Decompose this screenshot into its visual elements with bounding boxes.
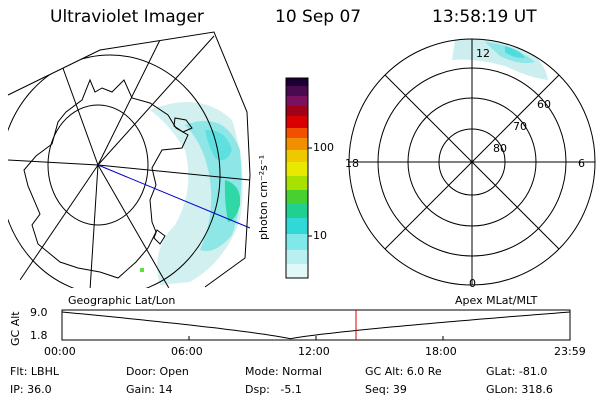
colorbar-tick-100: 100 — [313, 141, 334, 154]
status-glat: GLat: -81.0 — [486, 365, 548, 378]
geo-map — [7, 31, 251, 288]
status-mode: Mode: Normal — [245, 365, 322, 378]
polar-panel-title: Apex MLat/MLT — [455, 294, 538, 307]
lat-label-70: 70 — [513, 120, 527, 133]
time-label: 13:58:19 UT — [432, 7, 537, 27]
geo-panel-title: Geographic Lat/Lon — [68, 294, 176, 307]
altitude-ytick-max: 9.0 — [30, 306, 48, 319]
altitude-xtick-1: 06:00 — [171, 345, 203, 358]
polar-plot — [348, 38, 596, 286]
altitude-xtick-2: 12:00 — [298, 345, 330, 358]
status-flt: Flt: LBHL — [10, 365, 59, 378]
lat-label-60: 60 — [537, 98, 551, 111]
geo-aurora — [140, 102, 243, 285]
date-label: 10 Sep 07 — [275, 7, 362, 27]
status-gain: Gain: 14 — [126, 383, 173, 396]
altitude-ylabel: GC Alt — [9, 311, 22, 346]
altitude-xtick-4: 23:59 — [554, 345, 586, 358]
polar-aurora — [452, 39, 548, 80]
status-ip: IP: 36.0 — [10, 383, 52, 396]
mlt-label-12: 12 — [476, 47, 490, 60]
altitude-plot — [61, 309, 571, 341]
instrument-title: Ultraviolet Imager — [50, 7, 204, 27]
colorbar — [285, 77, 312, 279]
mlt-label-6: 6 — [578, 157, 585, 170]
altitude-curve — [61, 311, 571, 340]
colorbar-unit-label: photon cm⁻²s⁻¹ — [257, 154, 270, 240]
status-dsp: Dsp: -5.1 — [245, 383, 302, 396]
status-gcalt: GC Alt: 6.0 Re — [365, 365, 442, 378]
altitude-xtick-3: 18:00 — [425, 345, 457, 358]
status-seq: Seq: 39 — [365, 383, 407, 396]
altitude-ytick-min: 1.8 — [30, 329, 48, 342]
mlt-label-0: 0 — [469, 277, 476, 290]
status-door: Door: Open — [126, 365, 189, 378]
colorbar-tick-10: 10 — [313, 229, 327, 242]
lat-label-80: 80 — [493, 142, 507, 155]
altitude-xtick-0: 00:00 — [44, 345, 76, 358]
mlt-label-18: 18 — [345, 157, 359, 170]
status-glon: GLon: 318.6 — [486, 383, 553, 396]
